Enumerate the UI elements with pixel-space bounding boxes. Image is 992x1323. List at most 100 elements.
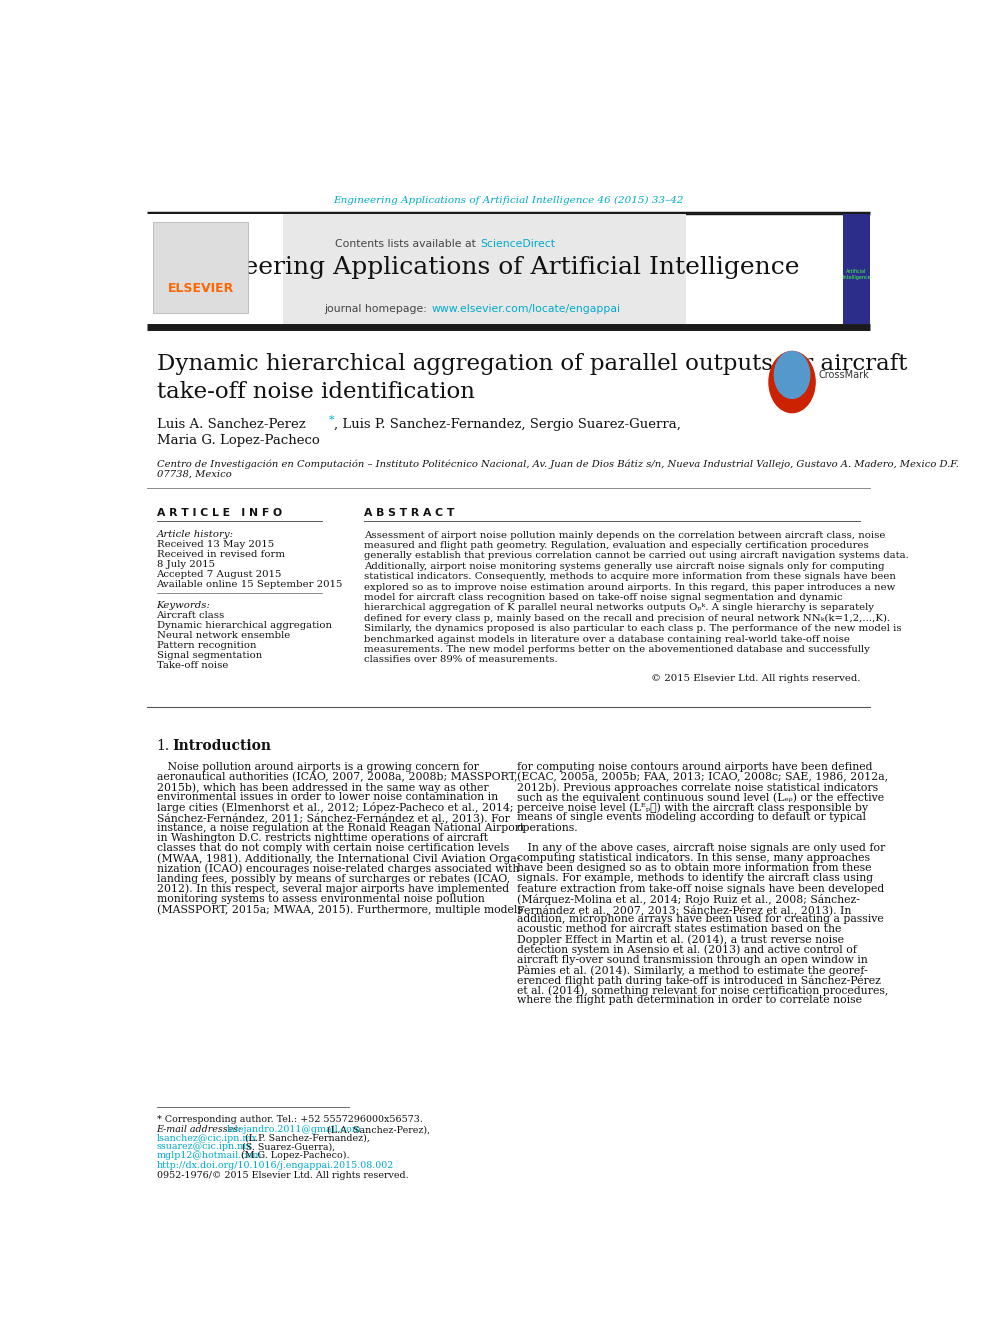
Text: Dynamic hierarchical aggregation: Dynamic hierarchical aggregation	[157, 620, 331, 630]
Text: 07738, Mexico: 07738, Mexico	[157, 470, 231, 479]
Text: Keywords:: Keywords:	[157, 601, 210, 610]
Text: CrossMark: CrossMark	[818, 370, 869, 380]
Text: model for aircraft class recognition based on take-off noise signal segmentation: model for aircraft class recognition bas…	[364, 593, 843, 602]
Text: computing statistical indicators. In this sense, many approaches: computing statistical indicators. In thi…	[517, 853, 870, 863]
Text: Engineering Applications of Artificial Intelligence: Engineering Applications of Artificial I…	[169, 255, 800, 279]
Text: detection system in Asensio et al. (2013) and active control of: detection system in Asensio et al. (2013…	[517, 945, 857, 955]
Text: Engineering Applications of Artificial Intelligence 46 (2015) 33–42: Engineering Applications of Artificial I…	[333, 196, 683, 205]
Text: Fernández et al., 2007, 2013; Sánchez-Pérez et al., 2013). In: Fernández et al., 2007, 2013; Sánchez-Pé…	[517, 904, 851, 914]
Circle shape	[769, 352, 815, 413]
Text: benchmarked against models in literature over a database containing real-world t: benchmarked against models in literature…	[364, 635, 850, 643]
Text: where the flight path determination in order to correlate noise: where the flight path determination in o…	[517, 995, 862, 1005]
Text: 0952-1976/© 2015 Elsevier Ltd. All rights reserved.: 0952-1976/© 2015 Elsevier Ltd. All right…	[157, 1171, 408, 1180]
Text: acoustic method for aircraft states estimation based on the: acoustic method for aircraft states esti…	[517, 925, 841, 934]
Text: statistical indicators. Consequently, methods to acquire more information from t: statistical indicators. Consequently, me…	[364, 573, 896, 581]
Text: defined for every class p, mainly based on the recall and precision of neural ne: defined for every class p, mainly based …	[364, 614, 891, 623]
Text: A B S T R A C T: A B S T R A C T	[364, 508, 454, 517]
Text: mglp12@hotmail.com: mglp12@hotmail.com	[157, 1151, 262, 1159]
Text: measurements. The new model performs better on the abovementioned database and s: measurements. The new model performs bet…	[364, 646, 870, 654]
Text: instance, a noise regulation at the Ronald Reagan National Airport: instance, a noise regulation at the Rona…	[157, 823, 524, 832]
Text: Dynamic hierarchical aggregation of parallel outputs for aircraft
take-off noise: Dynamic hierarchical aggregation of para…	[157, 353, 907, 402]
Text: lalejandro.2011@gmail.com: lalejandro.2011@gmail.com	[227, 1125, 362, 1134]
Text: * Corresponding author. Tel.: +52 5557296000x56573.: * Corresponding author. Tel.: +52 555729…	[157, 1115, 423, 1125]
Text: Article history:: Article history:	[157, 531, 233, 538]
Text: Doppler Effect in Martin et al. (2014), a trust reverse noise: Doppler Effect in Martin et al. (2014), …	[517, 934, 844, 945]
Text: Introduction: Introduction	[172, 738, 271, 753]
Text: ELSEVIER: ELSEVIER	[168, 282, 234, 295]
Text: 2015b), which has been addressed in the same way as other: 2015b), which has been addressed in the …	[157, 782, 488, 792]
Text: generally establish that previous correlation cannot be carried out using aircra: generally establish that previous correl…	[364, 552, 909, 561]
Circle shape	[775, 352, 809, 398]
Text: Sánchez-Fernández, 2011; Sánchez-Fernández et al., 2013). For: Sánchez-Fernández, 2011; Sánchez-Fernánd…	[157, 812, 510, 823]
Text: monitoring systems to assess environmental noise pollution: monitoring systems to assess environment…	[157, 894, 484, 904]
Text: (S. Suarez-Guerra),: (S. Suarez-Guerra),	[239, 1142, 335, 1151]
Text: 2012b). Previous approaches correlate noise statistical indicators: 2012b). Previous approaches correlate no…	[517, 782, 878, 792]
Text: Take-off noise: Take-off noise	[157, 660, 228, 669]
Text: Luis A. Sanchez-Perez: Luis A. Sanchez-Perez	[157, 418, 306, 431]
Text: explored so as to improve noise estimation around airports. In this regard, this: explored so as to improve noise estimati…	[364, 582, 896, 591]
Text: , Luis P. Sanchez-Fernandez, Sergio Suarez-Guerra,: , Luis P. Sanchez-Fernandez, Sergio Suar…	[334, 418, 681, 431]
Text: Additionally, airport noise monitoring systems generally use aircraft noise sign: Additionally, airport noise monitoring s…	[364, 562, 885, 570]
Text: ssuarez@cic.ipn.mx: ssuarez@cic.ipn.mx	[157, 1142, 252, 1151]
Text: landing fees, possibly by means of surcharges or rebates (ICAO,: landing fees, possibly by means of surch…	[157, 873, 510, 884]
Text: for computing noise contours around airports have been defined: for computing noise contours around airp…	[517, 762, 872, 771]
Text: A R T I C L E   I N F O: A R T I C L E I N F O	[157, 508, 282, 517]
Text: classifies over 89% of measurements.: classifies over 89% of measurements.	[364, 655, 558, 664]
Text: nization (ICAO) encourages noise-related charges associated with: nization (ICAO) encourages noise-related…	[157, 864, 519, 875]
Text: et al. (2014), something relevant for noise certification procedures,: et al. (2014), something relevant for no…	[517, 986, 888, 996]
Text: Available online 15 September 2015: Available online 15 September 2015	[157, 579, 343, 589]
Text: Aircraft class: Aircraft class	[157, 611, 225, 619]
Text: lsanchez@cic.ipn.mx: lsanchez@cic.ipn.mx	[157, 1134, 257, 1143]
Text: (L.A. Sanchez-Perez),: (L.A. Sanchez-Perez),	[324, 1125, 431, 1134]
Text: www.elsevier.com/locate/engappai: www.elsevier.com/locate/engappai	[432, 303, 621, 314]
Text: Signal segmentation: Signal segmentation	[157, 651, 262, 660]
Text: Pàmies et al. (2014). Similarly, a method to estimate the georef-: Pàmies et al. (2014). Similarly, a metho…	[517, 964, 868, 976]
Text: signals. For example, methods to identify the aircraft class using: signals. For example, methods to identif…	[517, 873, 873, 884]
Text: journal homepage:: journal homepage:	[323, 303, 431, 314]
Text: perceive noise level (Lᴱₚⰿ) with the aircraft class responsible by: perceive noise level (Lᴱₚⰿ) with the air…	[517, 802, 868, 812]
Text: hierarchical aggregation of K parallel neural networks outputs Oₚᵏ. A single hie: hierarchical aggregation of K parallel n…	[364, 603, 874, 613]
Text: *: *	[328, 415, 334, 425]
Text: Maria G. Lopez-Pacheco: Maria G. Lopez-Pacheco	[157, 434, 319, 447]
Text: © 2015 Elsevier Ltd. All rights reserved.: © 2015 Elsevier Ltd. All rights reserved…	[651, 673, 860, 683]
Text: Pattern recognition: Pattern recognition	[157, 640, 256, 650]
Text: means of single events modeling according to default or typical: means of single events modeling accordin…	[517, 812, 866, 823]
Text: Contents lists available at: Contents lists available at	[334, 239, 479, 249]
Text: in Washington D.C. restricts nighttime operations of aircraft: in Washington D.C. restricts nighttime o…	[157, 832, 487, 843]
Text: http://dx.doi.org/10.1016/j.engappai.2015.08.002: http://dx.doi.org/10.1016/j.engappai.201…	[157, 1162, 394, 1171]
Text: (ECAC, 2005a, 2005b; FAA, 2013; ICAO, 2008c; SAE, 1986, 2012a,: (ECAC, 2005a, 2005b; FAA, 2013; ICAO, 20…	[517, 771, 888, 782]
Text: erenced flight path during take-off is introduced in Sánchez-Pérez: erenced flight path during take-off is i…	[517, 975, 881, 986]
Text: 2012). In this respect, several major airports have implemented: 2012). In this respect, several major ai…	[157, 884, 509, 894]
Text: Received in revised form: Received in revised form	[157, 550, 285, 558]
Text: aeronautical authorities (ICAO, 2007, 2008a, 2008b; MASSPORT,: aeronautical authorities (ICAO, 2007, 20…	[157, 771, 517, 782]
Text: addition, microphone arrays have been used for creating a passive: addition, microphone arrays have been us…	[517, 914, 884, 925]
Text: 8 July 2015: 8 July 2015	[157, 560, 214, 569]
Text: (M.G. Lopez-Pacheco).: (M.G. Lopez-Pacheco).	[238, 1151, 349, 1160]
Bar	[147, 214, 283, 324]
Text: Neural network ensemble: Neural network ensemble	[157, 631, 290, 640]
Text: Artificial
Intelligence: Artificial Intelligence	[842, 269, 871, 279]
Text: (MASSPORT, 2015a; MWAA, 2015). Furthermore, multiple models: (MASSPORT, 2015a; MWAA, 2015). Furthermo…	[157, 904, 523, 914]
Text: such as the equivalent continuous sound level (Lₑᵨ) or the effective: such as the equivalent continuous sound …	[517, 792, 884, 803]
Text: In any of the above cases, aircraft noise signals are only used for: In any of the above cases, aircraft nois…	[517, 843, 885, 853]
Text: Accepted 7 August 2015: Accepted 7 August 2015	[157, 570, 282, 579]
Text: Noise pollution around airports is a growing concern for: Noise pollution around airports is a gro…	[157, 762, 478, 771]
Text: Centro de Investigación en Computación – Instituto Politécnico Nacional, Av. Jua: Centro de Investigación en Computación –…	[157, 459, 958, 468]
Text: large cities (Elmenhorst et al., 2012; López-Pacheco et al., 2014;: large cities (Elmenhorst et al., 2012; L…	[157, 802, 513, 814]
Bar	[283, 214, 685, 324]
Text: E-mail addresses:: E-mail addresses:	[157, 1125, 245, 1134]
Text: Assessment of airport noise pollution mainly depends on the correlation between : Assessment of airport noise pollution ma…	[364, 531, 886, 540]
Text: ScienceDirect: ScienceDirect	[480, 239, 556, 249]
Text: measured and flight path geometry. Regulation, evaluation and especially certifi: measured and flight path geometry. Regul…	[364, 541, 869, 550]
Text: operations.: operations.	[517, 823, 578, 832]
Text: feature extraction from take-off noise signals have been developed: feature extraction from take-off noise s…	[517, 884, 884, 893]
Text: classes that do not comply with certain noise certification levels: classes that do not comply with certain …	[157, 843, 509, 853]
Text: environmental issues in order to lower noise contamination in: environmental issues in order to lower n…	[157, 792, 498, 802]
Text: aircraft fly-over sound transmission through an open window in: aircraft fly-over sound transmission thr…	[517, 955, 868, 964]
Text: Received 13 May 2015: Received 13 May 2015	[157, 540, 274, 549]
Text: (MWAA, 1981). Additionally, the International Civil Aviation Orga-: (MWAA, 1981). Additionally, the Internat…	[157, 853, 520, 864]
Bar	[154, 222, 248, 312]
Text: have been designed so as to obtain more information from these: have been designed so as to obtain more …	[517, 864, 871, 873]
Text: (Márquez-Molina et al., 2014; Rojo Ruiz et al., 2008; Sánchez-: (Márquez-Molina et al., 2014; Rojo Ruiz …	[517, 894, 860, 905]
Bar	[843, 214, 870, 324]
